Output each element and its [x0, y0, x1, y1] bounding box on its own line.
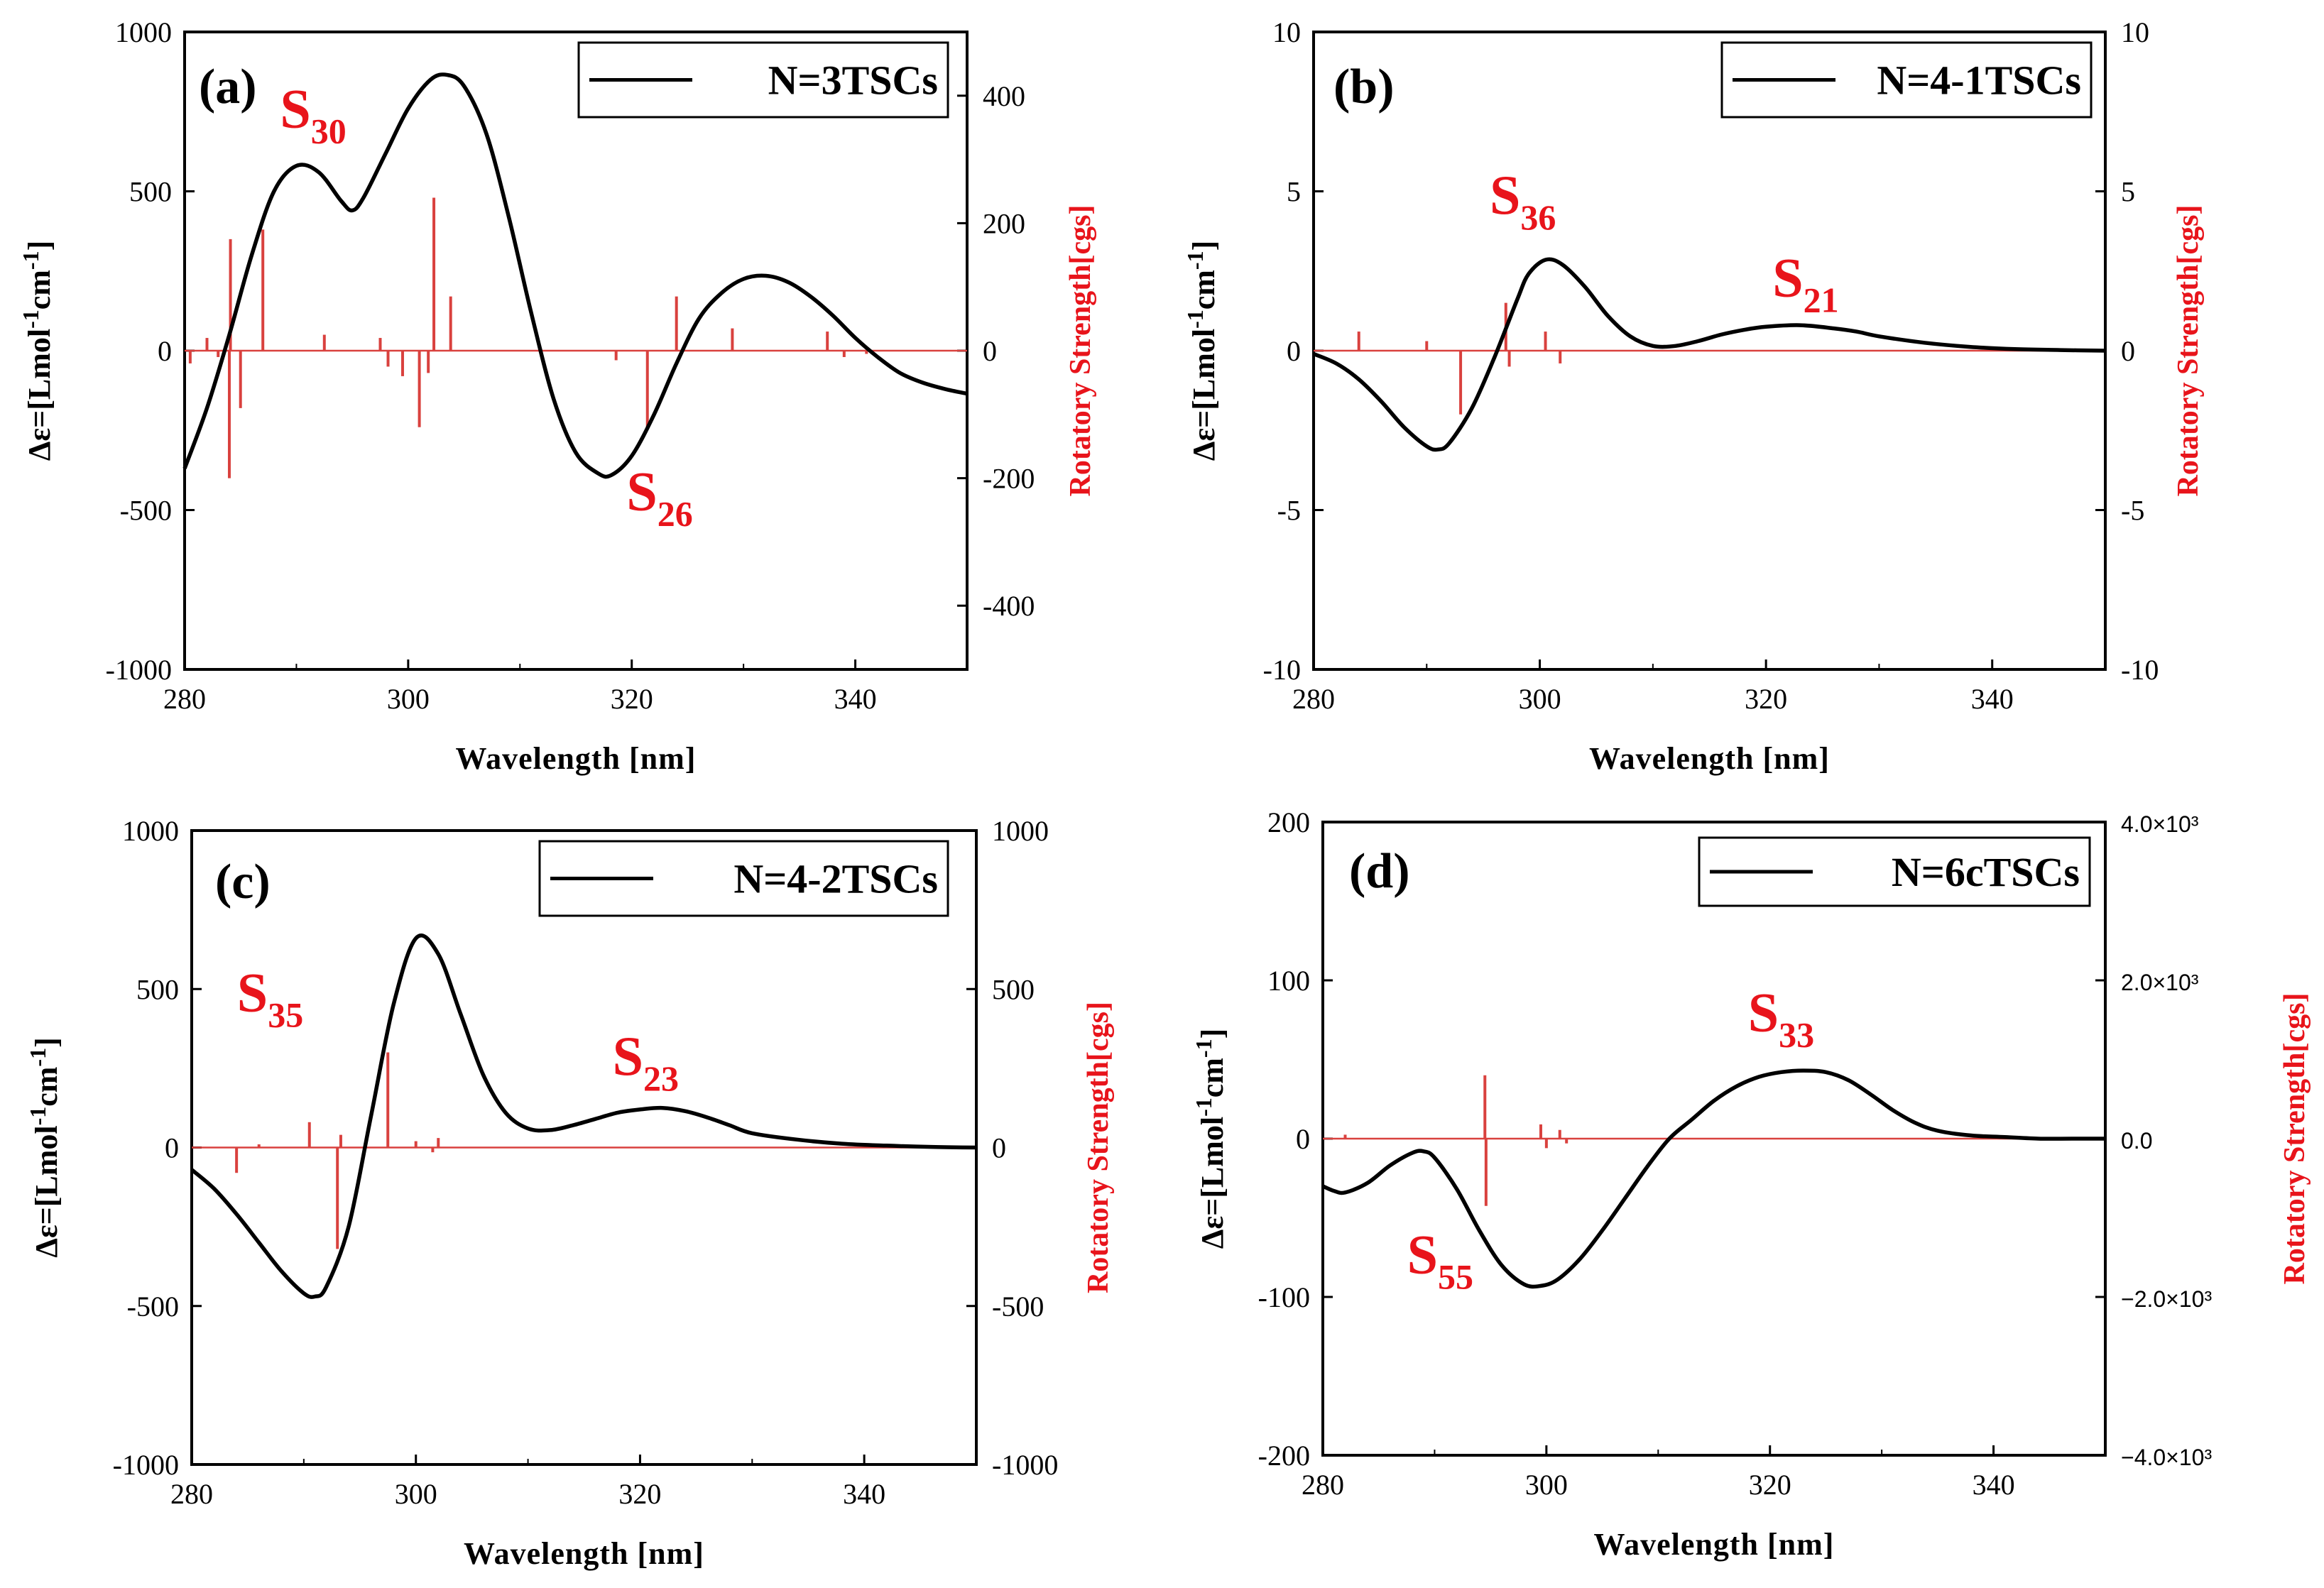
- x-axis-title: Wavelength [nm]: [1589, 741, 1830, 776]
- y-tick-label: 500: [129, 176, 172, 208]
- y2-tick-label: 5: [2121, 176, 2135, 208]
- y2-tick-label: 200: [983, 207, 1025, 239]
- y2-tick-label: 10: [2121, 16, 2149, 48]
- y2-tick-label: -500: [992, 1291, 1044, 1323]
- y-tick-label: 200: [1267, 806, 1310, 838]
- legend-label: N=3TSCs: [768, 58, 938, 104]
- panel-label: (c): [215, 855, 271, 909]
- x-tick-label: 280: [163, 683, 206, 715]
- panel-c: 280 300 320 340 -1000 -500 0 500 1000 -1000 -500 0 5…: [25, 815, 1115, 1571]
- legend-label: N=4-1TSCs: [1877, 58, 2081, 104]
- y2-tick-label: 4.0×10³: [2121, 811, 2199, 837]
- y-tick-label: -10: [1263, 654, 1301, 686]
- state-annotation: S26: [626, 461, 692, 534]
- y2-tick-label: -400: [983, 590, 1035, 622]
- y2-tick-label: 2.0×10³: [2121, 970, 2199, 995]
- y2-axis-title: Rotatory Strength[cgs]: [1064, 205, 1097, 497]
- y-tick-label: 500: [136, 973, 179, 1005]
- x-tick-label: 300: [1519, 683, 1561, 715]
- panel-b: 280 300 320 340 -10 -5 0 5 10 -10 -5 0 5 10 N=4-1TSCs (…: [1182, 16, 2205, 776]
- legend-label: N=4-2TSCs: [733, 856, 938, 902]
- cd-spectrum-line: [1312, 257, 2106, 452]
- state-annotation: S35: [237, 962, 303, 1035]
- x-tick-label: 300: [1525, 1469, 1568, 1501]
- y-tick-label: 100: [1267, 965, 1310, 997]
- y-tick-label: 0: [1287, 335, 1301, 367]
- y-tick-label: 1000: [122, 815, 179, 847]
- panel-label: (d): [1349, 844, 1410, 899]
- y-tick-label: -200: [1258, 1440, 1310, 1472]
- state-annotation: S33: [1748, 981, 1814, 1054]
- x-tick-label: 320: [1745, 683, 1787, 715]
- x-axis-title: Wavelength [nm]: [464, 1536, 704, 1571]
- y-tick-label: 1000: [115, 16, 172, 48]
- y-tick-label: 5: [1287, 176, 1301, 208]
- state-annotation: S55: [1407, 1224, 1473, 1297]
- y-tick-label: 10: [1272, 16, 1301, 48]
- x-tick-label: 280: [1302, 1469, 1344, 1501]
- panel-a: 280 300 320 340 -1000 -500 0 500 1000 -400 -200 0 20…: [18, 16, 1097, 776]
- x-tick-label: 340: [1973, 1469, 2015, 1501]
- state-annotation: S36: [1490, 164, 1556, 237]
- y-tick-label: -500: [127, 1291, 179, 1323]
- panel-label: (a): [199, 60, 257, 114]
- x-axis-title: Wavelength [nm]: [1594, 1527, 1835, 1562]
- x-tick-label: 280: [1292, 683, 1335, 715]
- y2-tick-label: -1000: [992, 1449, 1058, 1481]
- y-tick-label: -1000: [106, 654, 172, 686]
- x-tick-label: 300: [387, 683, 430, 715]
- y2-tick-label: 400: [983, 80, 1025, 112]
- y-tick-label: -500: [120, 495, 172, 527]
- y-axis-title: Δε=[Lmol-1cm-1]: [25, 1037, 64, 1258]
- y2-tick-label: -10: [2121, 654, 2159, 686]
- y2-tick-label: -5: [2121, 495, 2144, 527]
- y-tick-label: 0: [158, 335, 172, 367]
- y-tick-label: -5: [1277, 495, 1301, 527]
- y2-axis-title: Rotatory Strength[cgs]: [1082, 1002, 1115, 1293]
- y-axis-title: Δε=[Lmol-1cm-1]: [18, 241, 57, 461]
- y-axis-title: Δε=[Lmol-1cm-1]: [1191, 1029, 1230, 1249]
- x-tick-label: 320: [1749, 1469, 1791, 1501]
- y2-axis-title: Rotatory Strength[cgs]: [2279, 993, 2311, 1285]
- x-tick-label: 340: [1971, 683, 2014, 715]
- panel-d: 280 300 320 340 -200 -100 0 100 200 −4.0×10³ −2.0×…: [1191, 806, 2311, 1562]
- state-annotation: S21: [1772, 247, 1838, 320]
- state-annotation: S30: [280, 78, 346, 151]
- x-tick-label: 320: [618, 1478, 661, 1510]
- y2-tick-label: −4.0×10³: [2121, 1445, 2212, 1470]
- x-tick-label: 280: [170, 1478, 213, 1510]
- y-tick-label: -100: [1258, 1281, 1310, 1313]
- y2-tick-label: 0: [2121, 335, 2135, 367]
- y2-tick-label: -200: [983, 463, 1035, 495]
- y2-tick-label: 500: [992, 973, 1035, 1005]
- x-tick-label: 340: [843, 1478, 885, 1510]
- y2-tick-label: 0: [983, 335, 997, 367]
- y-tick-label: 0: [165, 1132, 179, 1164]
- x-tick-label: 300: [395, 1478, 437, 1510]
- x-tick-label: 340: [834, 683, 877, 715]
- cd-spectrum-line: [1321, 1068, 2105, 1289]
- y-tick-label: 0: [1296, 1123, 1310, 1155]
- y2-tick-label: −2.0×10³: [2121, 1286, 2212, 1312]
- y-tick-label: -1000: [113, 1449, 179, 1481]
- y2-tick-label: 1000: [992, 815, 1049, 847]
- x-axis-title: Wavelength [nm]: [456, 741, 697, 776]
- cd-spectrum-line: [190, 933, 977, 1299]
- state-annotation: S23: [613, 1025, 679, 1098]
- x-tick-label: 320: [611, 683, 653, 715]
- y2-axis-title: Rotatory Strength[cgs]: [2172, 205, 2205, 497]
- panel-label: (b): [1333, 60, 1395, 114]
- cd-spectrum-line: [182, 72, 968, 479]
- y2-tick-label: 0: [992, 1132, 1006, 1164]
- y2-tick-label: 0.0: [2121, 1128, 2152, 1154]
- y-axis-title: Δε=[Lmol-1cm-1]: [1182, 241, 1221, 461]
- legend-label: N=6cTSCs: [1892, 849, 2080, 895]
